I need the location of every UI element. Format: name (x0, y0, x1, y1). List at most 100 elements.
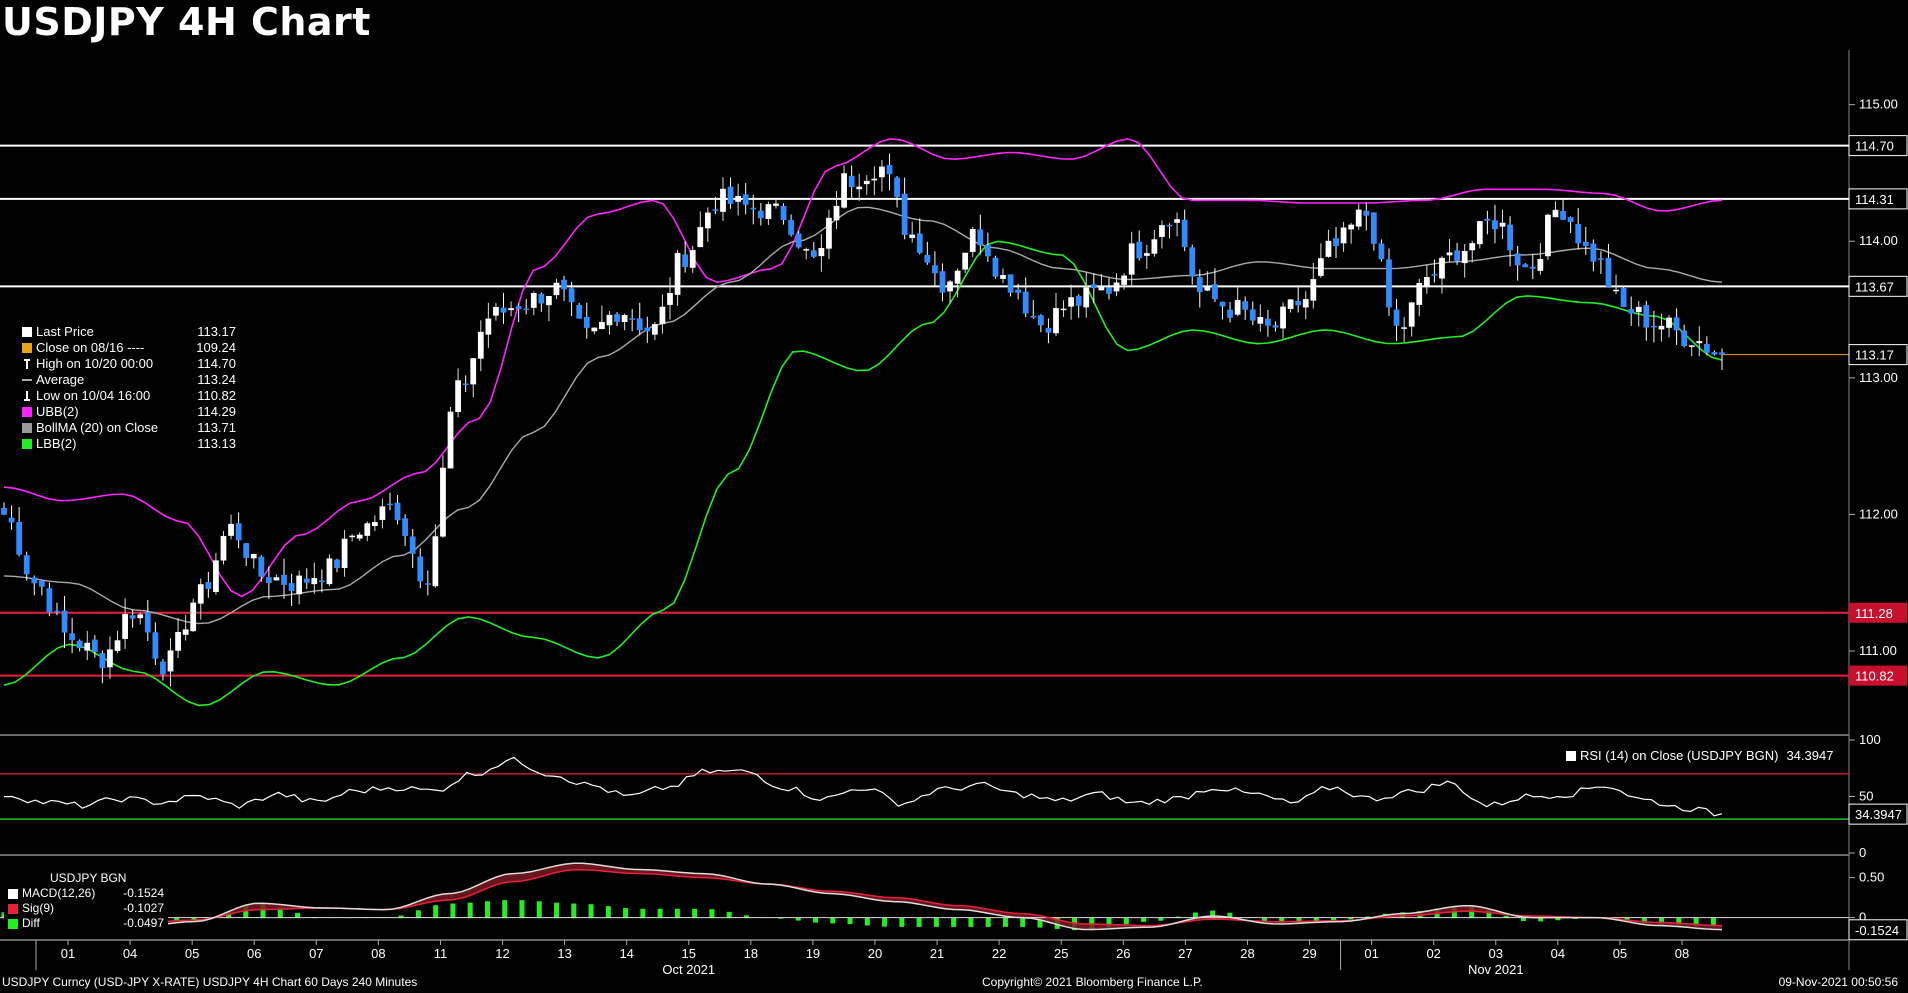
candle-body (553, 282, 560, 296)
candle (1620, 286, 1627, 308)
candle (16, 507, 23, 557)
macd-diff-bar (554, 902, 560, 919)
candle (546, 295, 552, 322)
candle-body (1227, 309, 1233, 318)
candle (1628, 296, 1635, 326)
candle (1386, 248, 1392, 316)
ubb-line (3, 137, 1723, 598)
candle (432, 524, 439, 588)
candle-body (1143, 253, 1150, 256)
candle-body (1068, 297, 1075, 307)
candle (1022, 277, 1029, 318)
candle (553, 278, 560, 300)
macd-diff-bar (467, 902, 473, 919)
candle-body (213, 560, 219, 593)
candle (962, 252, 969, 273)
candle (879, 160, 885, 192)
macd-diff-bar (882, 917, 888, 927)
candle (833, 191, 840, 229)
legend-label: LBB(2) (36, 436, 77, 451)
candle-body (985, 245, 991, 257)
candle (1363, 202, 1370, 231)
candle (220, 530, 227, 565)
candle-body (568, 288, 575, 303)
candle (1401, 317, 1408, 343)
candle (704, 207, 711, 242)
close-swatch (22, 343, 32, 353)
candle (780, 203, 787, 225)
candle (1045, 318, 1052, 344)
candle-body (523, 308, 530, 311)
candle (493, 303, 499, 321)
candle-body (99, 653, 106, 669)
macd-diff-bar (1555, 917, 1561, 921)
candle-body (1212, 284, 1218, 300)
x-tick-label: 18 (744, 946, 758, 961)
candle (568, 281, 575, 317)
candle (1408, 302, 1415, 337)
x-tick-label: 02 (1426, 946, 1440, 961)
candle (682, 241, 689, 273)
candle (1613, 274, 1619, 295)
candle-body (1015, 289, 1022, 293)
candle (1287, 298, 1294, 313)
candle-body (493, 306, 499, 316)
candle (977, 214, 984, 255)
candle-body (1628, 309, 1635, 314)
candle-body (228, 523, 234, 536)
candle (1446, 238, 1453, 262)
candle (258, 555, 265, 582)
candle-body (1658, 325, 1665, 330)
candle (1113, 273, 1120, 297)
candle (727, 177, 734, 209)
candle-body (1370, 212, 1377, 244)
candle-body (1257, 317, 1264, 324)
candle-body (266, 577, 272, 584)
candle (129, 609, 136, 628)
candle-body (1280, 306, 1286, 329)
candle (1060, 300, 1067, 317)
macd-diff-bar (1210, 910, 1216, 919)
candle-body (1340, 227, 1347, 244)
candle-body (651, 324, 658, 335)
candle-body (841, 173, 847, 208)
legend-row: Diff -0.0497 (8, 916, 164, 931)
candle (886, 153, 893, 191)
candle (387, 492, 393, 511)
candle (1545, 213, 1551, 260)
candle (795, 230, 802, 249)
candle-body (1567, 217, 1574, 223)
macd-diff-bar (277, 907, 283, 919)
candle-body (636, 318, 643, 331)
y-tick-label: 100 (1859, 732, 1881, 747)
support-badge-text: 110.82 (1855, 669, 1894, 684)
candle-body (1378, 243, 1385, 260)
candle (364, 521, 371, 542)
last-price-swatch (22, 327, 32, 337)
macd-diff-bar (1313, 917, 1319, 921)
macd-diff-bar (243, 905, 249, 919)
candle (1219, 301, 1226, 320)
candle-body (1545, 214, 1551, 257)
legend-label: MACD(12,26) (22, 886, 96, 900)
candle (599, 305, 605, 330)
macd-badge-box (1848, 919, 1908, 941)
candle-body (508, 308, 514, 311)
candle-body (371, 522, 378, 527)
candle (1325, 229, 1332, 258)
footer-copyright: Copyright© 2021 Bloomberg Finance L.P. (982, 975, 1203, 989)
legend-row: UBB(2) 114.29 (22, 404, 236, 420)
candle-body (803, 249, 810, 251)
candle (818, 234, 825, 272)
candle-body (674, 253, 681, 295)
macd-diff-bar (1676, 917, 1682, 926)
price-legend: Last Price 113.17 Close on 08/16 ---- 10… (18, 322, 240, 454)
macd-diff-bar (1037, 917, 1043, 928)
candle-body (175, 632, 181, 651)
candle (1431, 259, 1438, 283)
candle (281, 558, 287, 599)
candle-body (1476, 221, 1483, 245)
candle (863, 175, 870, 195)
macd-diff-bar (623, 908, 629, 919)
legend-head: USDJPY BGN (50, 871, 127, 885)
